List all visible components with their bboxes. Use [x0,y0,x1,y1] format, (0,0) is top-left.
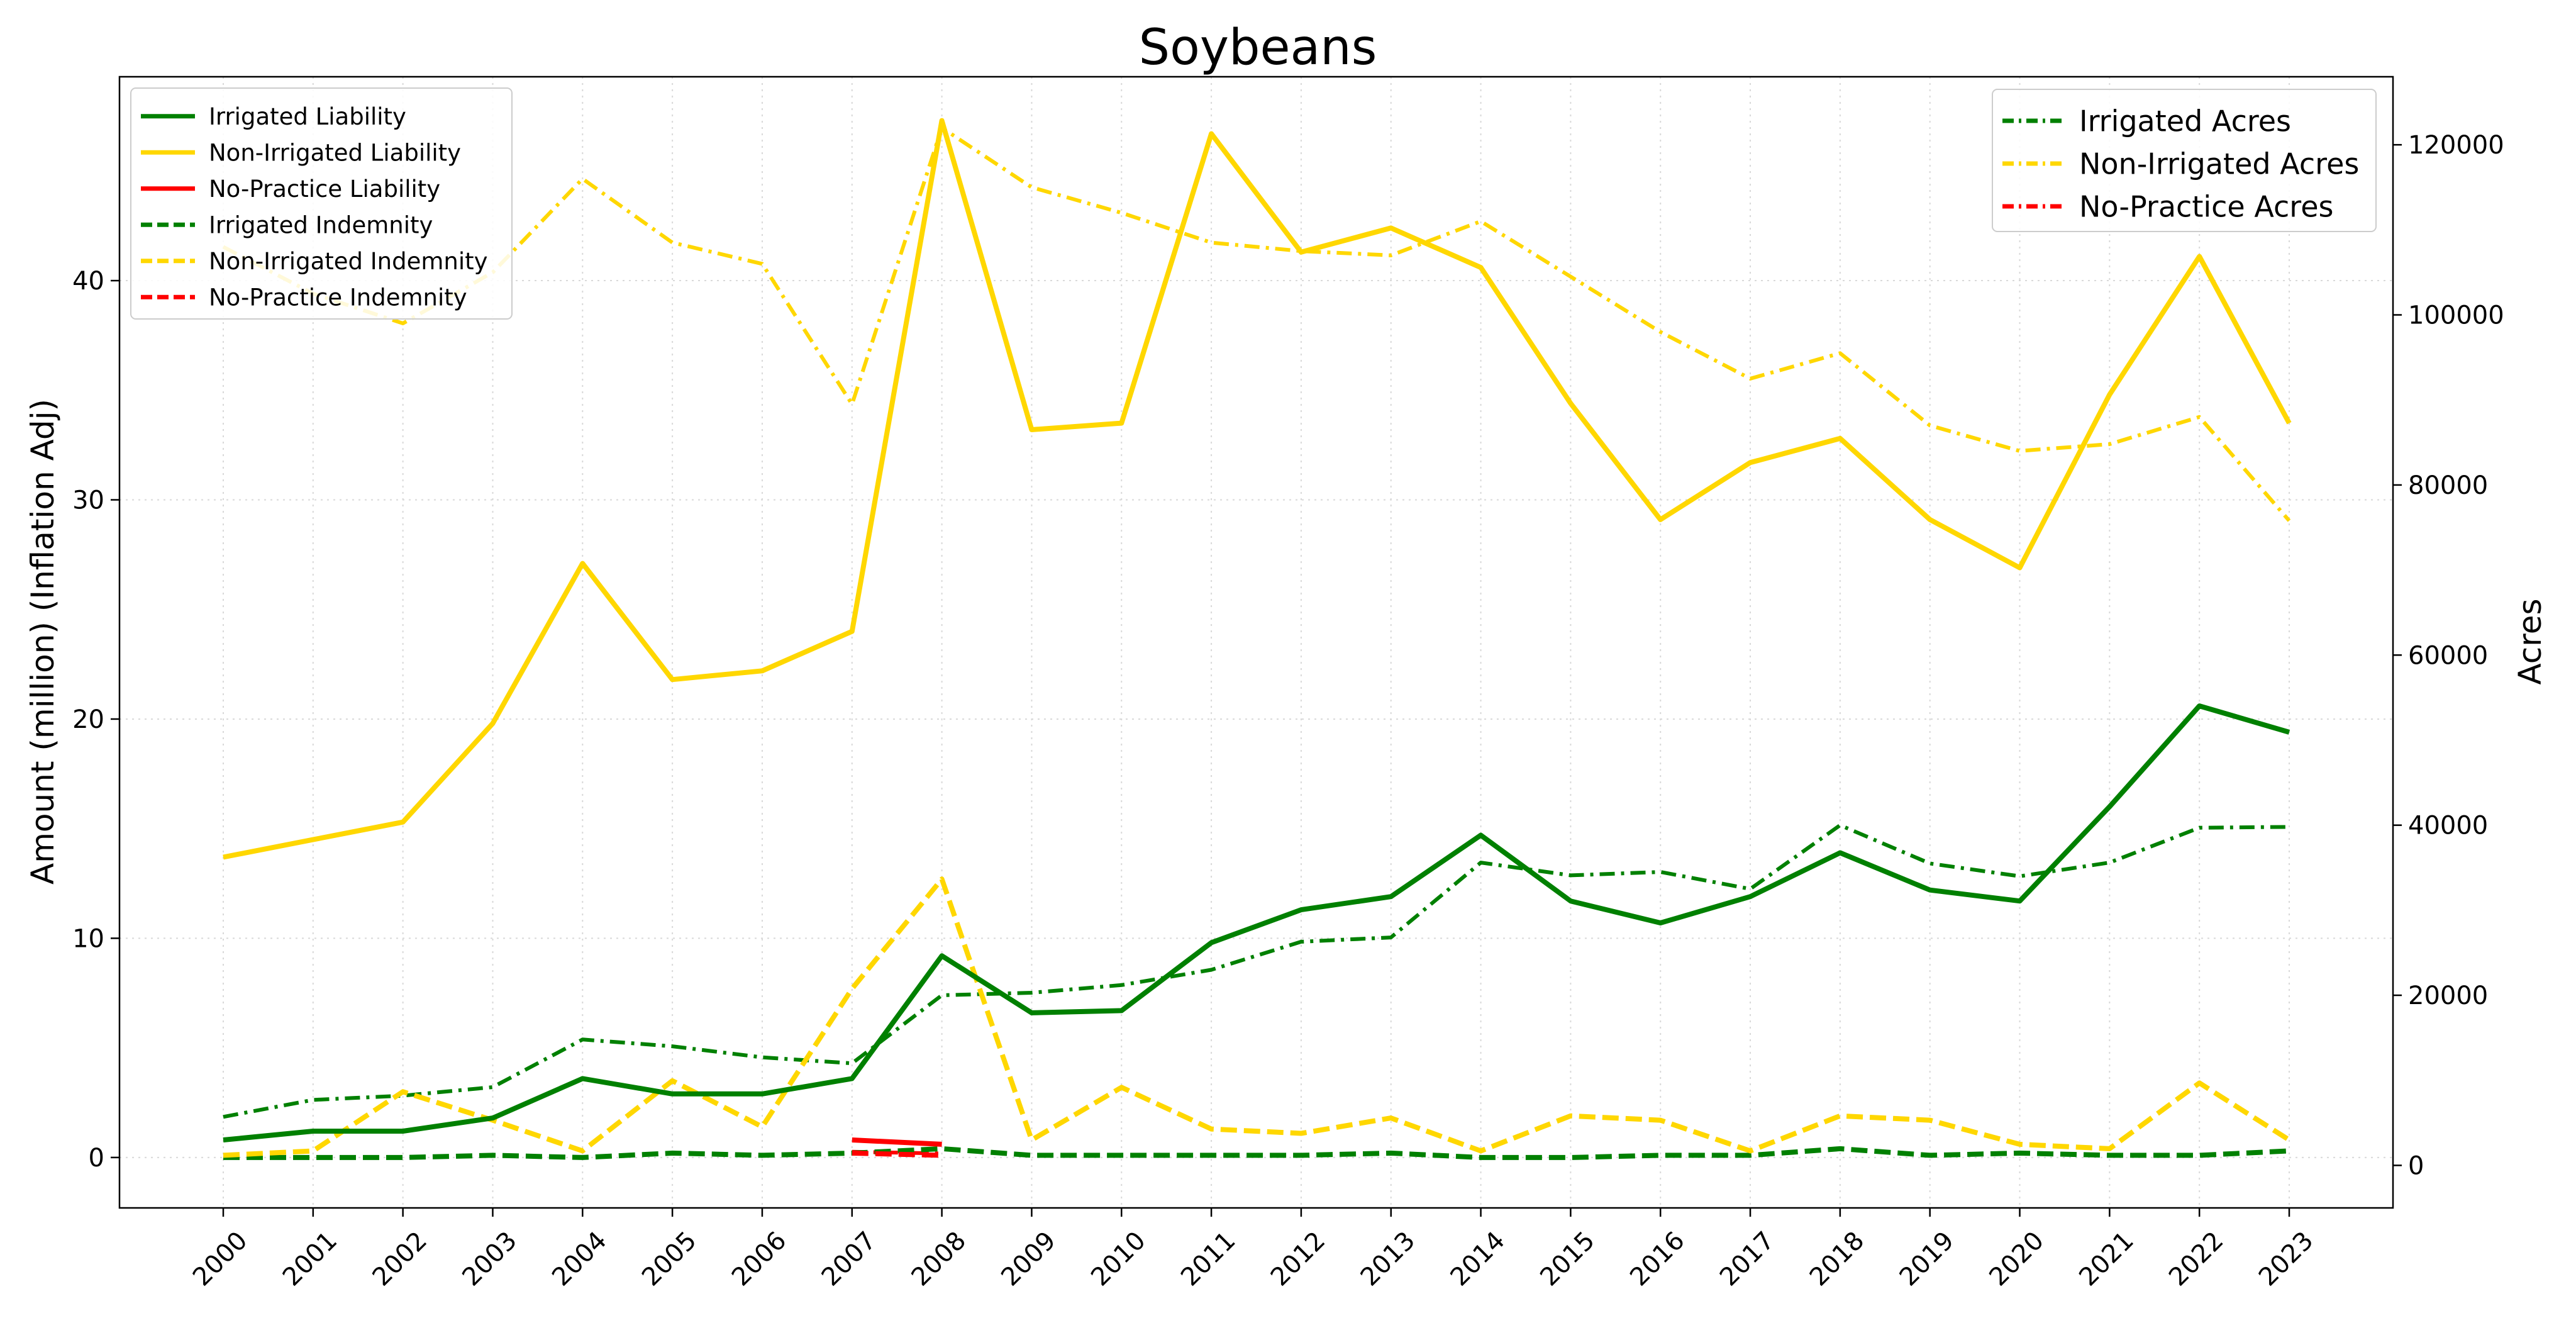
series-line-non-irrigated-acres [222,126,2291,522]
left-y-tick-label: 0 [89,1144,104,1173]
right-y-tick-label: 100000 [2408,301,2504,330]
right-y-tick-label: 120000 [2408,131,2504,160]
series-lines [222,118,2292,1160]
right-y-tick-label: 60000 [2408,641,2488,670]
legend-box [130,87,513,320]
right-y-tick-label: 20000 [2408,981,2488,1010]
left-y-axis-ticks: 0 10 20 30 40 [72,267,119,1173]
legend-label: Irrigated Indemnity [209,212,433,239]
series-line-non-irrigated-liability [223,118,2292,860]
right-y-tick-label: 40000 [2408,812,2488,841]
plot-frame [118,75,2394,1209]
legend-right: Irrigated Acres Non-Irrigated Acres No-Pra… [1992,89,2377,232]
right-y-axis-ticks: 0 20000 40000 60000 80000 100000 120000 [2393,131,2504,1180]
series-line-irrigated-acres [223,823,2290,1119]
left-y-axis-label: Amount (million) (Inflation Adj) [25,399,61,885]
right-y-tick-label: 80000 [2408,471,2488,500]
left-y-tick-label: 40 [72,267,104,296]
series-line-irrigated-indemnity [223,1146,2290,1160]
chart-title: Soybeans [1139,20,1377,76]
left-y-tick-label: 20 [72,705,104,734]
legend-label: Irrigated Liability [209,103,406,130]
right-y-axis-label: Acres [2512,598,2548,684]
legend-label: No-Practice Liability [209,176,440,203]
legend-label: Non-Irrigated Acres [2079,147,2359,181]
legend-box [1992,89,2377,232]
legend-label: No-Practice Acres [2079,190,2333,224]
series-line-irrigated-liability [223,703,2290,1142]
right-y-tick-label: 0 [2408,1151,2424,1180]
legend-label: Non-Irrigated Liability [209,140,461,167]
legend-label: Non-Irrigated Indemnity [209,248,488,275]
legend-left: Irrigated Liability Non-Irrigated Liabili… [130,87,513,320]
left-y-tick-label: 30 [72,486,104,515]
legend-label: Irrigated Acres [2079,104,2291,138]
legend-label: No-Practice Indemnity [209,284,467,311]
series-line-non-irrigated-indemnity [223,876,2291,1158]
left-y-tick-label: 10 [72,924,104,953]
series-line-no-practice-liability [852,1137,942,1147]
series-line-no-practice-indemnity [852,1150,942,1158]
